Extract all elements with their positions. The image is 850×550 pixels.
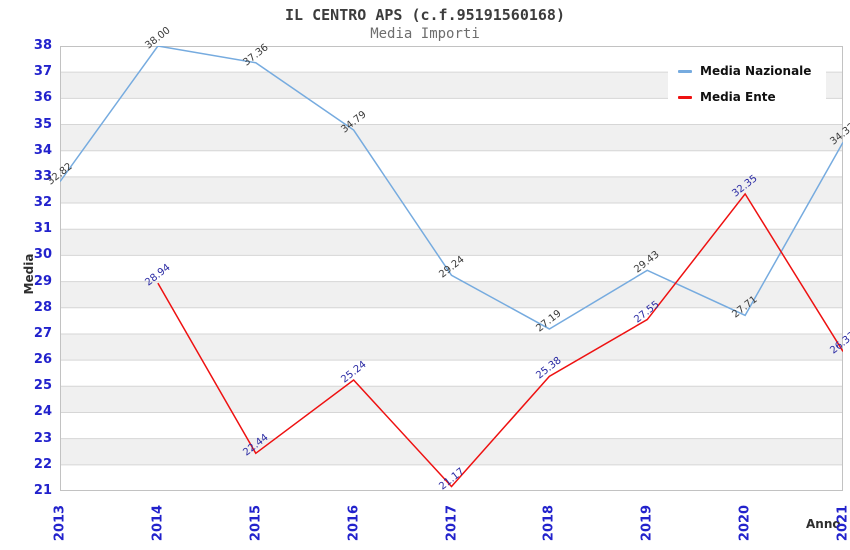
legend-item-media-nazionale: Media Nazionale xyxy=(672,58,822,84)
grid-band xyxy=(60,229,843,256)
y-tick-label: 22 xyxy=(33,456,52,472)
y-tick-label: 23 xyxy=(33,430,52,446)
x-tick-label: 2014 xyxy=(150,504,166,542)
legend: Media Nazionale Media Ente xyxy=(668,52,826,116)
y-tick-label: 36 xyxy=(33,90,52,106)
x-tick-label: 2013 xyxy=(52,504,68,542)
y-tick-label: 30 xyxy=(33,247,52,263)
legend-marker-media-ente xyxy=(678,95,692,99)
y-tick-label: 27 xyxy=(33,325,52,341)
y-tick-label: 24 xyxy=(33,404,52,420)
x-axis-title: Anno xyxy=(806,517,841,531)
grid-band xyxy=(60,386,843,413)
y-tick-label: 25 xyxy=(33,378,52,394)
y-tick-label: 21 xyxy=(33,483,52,498)
y-tick-label: 34 xyxy=(33,142,52,158)
grid-band xyxy=(60,124,843,151)
legend-label-media-nazionale: Media Nazionale xyxy=(700,64,812,78)
x-tick-label: 2018 xyxy=(541,504,557,542)
chart-title: IL CENTRO APS (c.f.95191560168) xyxy=(285,6,565,24)
y-tick-label: 28 xyxy=(33,299,52,315)
y-tick-label: 26 xyxy=(33,352,52,368)
y-tick-label: 31 xyxy=(33,221,52,237)
x-tick-label: 2016 xyxy=(346,504,362,542)
y-tick-label: 35 xyxy=(33,116,52,132)
series-line-media-nazionale xyxy=(60,46,843,330)
x-tick-label: 2017 xyxy=(444,504,459,542)
legend-marker-media-nazionale xyxy=(678,69,692,73)
grid-band xyxy=(60,438,843,465)
y-tick-label: 38 xyxy=(33,38,52,53)
plot-border xyxy=(60,46,843,491)
legend-label-media-ente: Media Ente xyxy=(700,90,776,104)
x-tick-label: 2019 xyxy=(639,504,655,542)
y-tick-label: 33 xyxy=(33,168,52,184)
legend-item-media-ente: Media Ente xyxy=(672,84,822,110)
y-tick-label: 32 xyxy=(33,195,52,211)
x-tick-label: 2020 xyxy=(737,504,753,542)
x-tick-label: 2015 xyxy=(248,504,264,542)
grid-band xyxy=(60,281,843,308)
grid-band xyxy=(60,176,843,204)
y-tick-label: 37 xyxy=(33,64,52,80)
y-tick-label: 29 xyxy=(33,273,52,289)
x-tick-label: 2021 xyxy=(835,504,850,542)
chart-subtitle: Media Importi xyxy=(370,26,480,42)
series-line-media-ente xyxy=(157,192,843,488)
grid-band xyxy=(60,333,843,361)
plot-area xyxy=(60,46,843,491)
